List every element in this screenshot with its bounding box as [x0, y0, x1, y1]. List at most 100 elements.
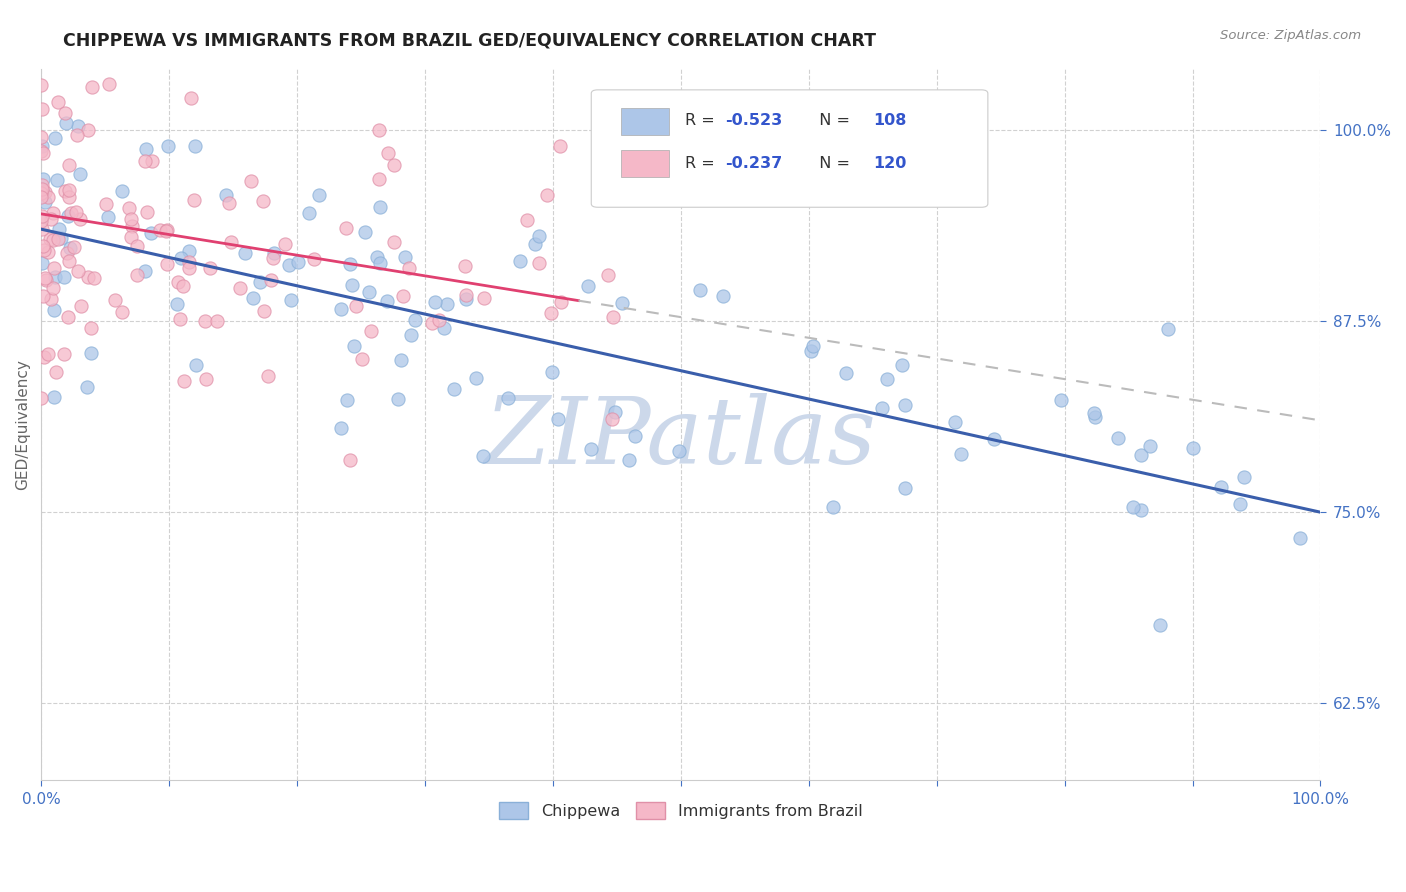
Point [120, 230, 142, 244]
Point [391, 288, 413, 302]
Text: Source: ZipAtlas.com: Source: ZipAtlas.com [1220, 29, 1361, 42]
Point [30, 145, 52, 159]
Point [253, 304, 276, 318]
Point [541, 365, 564, 379]
Point [368, 200, 391, 214]
Point [121, 219, 143, 234]
Point [32, 172, 55, 186]
Point [1129, 503, 1152, 517]
Point [30, 214, 52, 228]
Point [218, 196, 240, 211]
Point [1049, 393, 1071, 408]
Text: ZIPatlas: ZIPatlas [485, 393, 877, 483]
Point [623, 429, 645, 443]
Point [711, 289, 734, 303]
Legend: Chippewa, Immigrants from Brazil: Chippewa, Immigrants from Brazil [494, 796, 869, 825]
Point [472, 291, 495, 305]
Point [56, 310, 79, 324]
Point [550, 139, 572, 153]
Point [139, 227, 162, 241]
Point [42, 281, 65, 295]
Point [30, 78, 52, 92]
Point [1181, 442, 1204, 456]
Point [298, 206, 321, 220]
Point [576, 279, 599, 293]
Point [1084, 410, 1107, 425]
Point [97, 77, 120, 91]
Point [42, 260, 65, 275]
Point [354, 225, 377, 239]
Point [141, 153, 163, 168]
Point [429, 313, 451, 327]
Point [870, 401, 893, 416]
Point [35, 273, 58, 287]
Point [31, 178, 53, 192]
Point [118, 201, 141, 215]
Point [195, 371, 218, 385]
Point [41, 211, 63, 226]
Point [436, 297, 458, 311]
Point [205, 314, 228, 328]
Point [53, 270, 76, 285]
Point [540, 306, 562, 320]
Point [344, 299, 367, 313]
Point [77, 123, 100, 137]
Point [1157, 322, 1180, 336]
Point [31, 221, 53, 235]
Point [339, 257, 361, 271]
Point [42, 303, 65, 318]
Point [97, 211, 120, 225]
Point [689, 283, 711, 297]
Point [42, 206, 65, 220]
Point [156, 222, 179, 236]
Text: 108: 108 [873, 113, 905, 128]
Point [34, 185, 56, 199]
Point [367, 123, 389, 137]
Point [1149, 618, 1171, 632]
Point [46, 232, 69, 246]
Point [34, 194, 56, 209]
Bar [620, 151, 669, 178]
Point [263, 245, 285, 260]
Point [343, 339, 366, 353]
Point [32, 146, 55, 161]
Point [80, 321, 103, 335]
Point [240, 174, 263, 188]
Point [31, 183, 53, 197]
Point [398, 261, 420, 276]
Point [58, 254, 80, 268]
Point [339, 453, 361, 467]
Point [63, 240, 86, 254]
Point [127, 238, 149, 252]
Point [96, 197, 118, 211]
Point [136, 205, 159, 219]
Point [67, 120, 90, 134]
Point [302, 252, 325, 266]
Point [80, 346, 103, 360]
Point [498, 391, 520, 405]
Point [600, 412, 623, 426]
Point [34, 270, 56, 285]
Point [273, 237, 295, 252]
Point [134, 264, 156, 278]
Point [172, 279, 194, 293]
Point [834, 366, 856, 380]
Point [529, 229, 551, 244]
Point [134, 154, 156, 169]
Point [155, 224, 177, 238]
Point [249, 275, 271, 289]
Point [180, 91, 202, 105]
Point [149, 223, 172, 237]
Point [30, 129, 52, 144]
Point [891, 359, 914, 373]
Point [360, 324, 382, 338]
Point [30, 186, 52, 201]
Text: R =: R = [685, 155, 720, 170]
Point [603, 404, 626, 418]
Point [66, 128, 89, 142]
Point [894, 481, 917, 495]
Point [44, 390, 66, 404]
Point [509, 253, 531, 268]
Point [262, 251, 284, 265]
Point [516, 212, 538, 227]
